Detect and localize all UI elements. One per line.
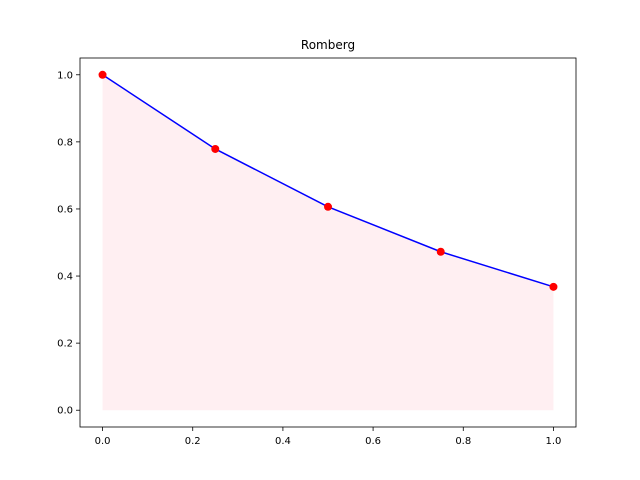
plot-area	[98, 70, 558, 411]
chart-title: Romberg	[301, 38, 355, 52]
y-axis: 0.0 0.2 0.4 0.6 0.8 1.0	[57, 70, 80, 417]
y-tick-label: 0.0	[57, 406, 73, 417]
data-point	[98, 70, 107, 79]
x-tick-label: 0.2	[185, 436, 201, 447]
x-tick-label: 0.0	[95, 436, 111, 447]
data-point	[324, 202, 332, 211]
x-tick-label: 0.8	[455, 436, 471, 447]
area-fill-0	[102, 74, 554, 411]
y-tick-label: 0.4	[57, 272, 73, 283]
y-tick-label: 0.6	[57, 204, 73, 215]
x-tick-label: 0.6	[365, 436, 381, 447]
y-tick-label: 0.2	[57, 339, 73, 350]
x-axis: 0.0 0.2 0.4 0.6 0.8 1.0	[95, 427, 562, 447]
data-point	[436, 247, 445, 256]
x-tick-label: 0.4	[275, 436, 291, 447]
x-tick-label: 1.0	[546, 436, 562, 447]
axes-frame	[79, 57, 577, 428]
y-tick-label: 1.0	[57, 70, 73, 81]
data-point	[211, 144, 220, 153]
y-tick-label: 0.8	[57, 137, 73, 148]
data-point	[549, 282, 558, 291]
